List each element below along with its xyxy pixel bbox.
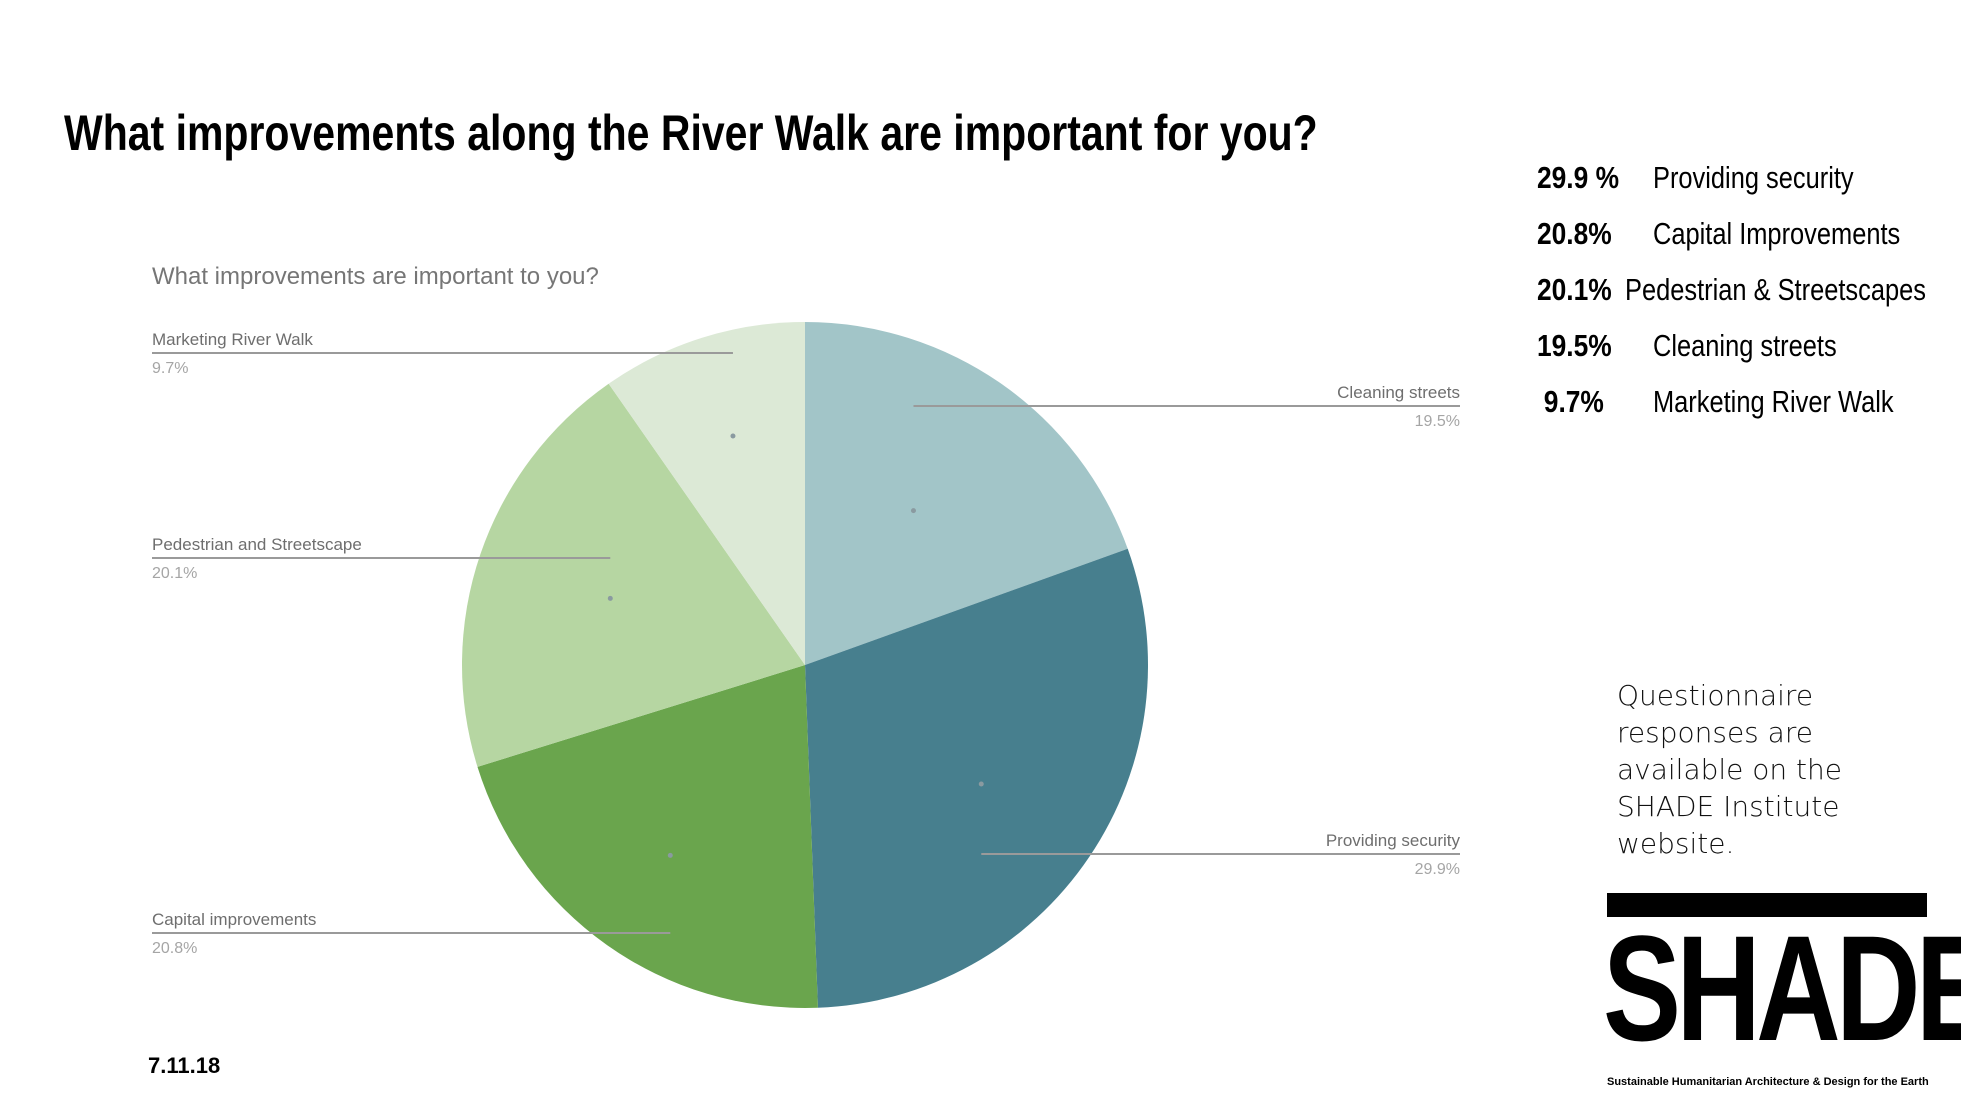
summary-label: Pedestrian & Streetscapes xyxy=(1624,272,1926,307)
summary-percent: 20.1% xyxy=(1537,272,1612,307)
summary-label: Marketing River Walk xyxy=(1653,384,1894,419)
summary-percent: 20.8% xyxy=(1537,216,1612,251)
summary-label: Capital Improvements xyxy=(1653,216,1901,251)
slice-percent-label: 29.9% xyxy=(1415,861,1460,878)
summary-row: 19.5% Cleaning streets xyxy=(1537,318,1957,374)
slice-label: Providing security xyxy=(1326,831,1461,850)
pie-slice-capital-improvements xyxy=(477,665,818,1009)
summary-label: Providing security xyxy=(1653,160,1854,195)
slide-date: 7.11.18 xyxy=(148,1053,221,1078)
logo-tagline: Sustainable Humanitarian Architecture & … xyxy=(1607,1076,1929,1088)
logo-wordmark: SHADE xyxy=(1603,904,1961,1072)
pie-slice-pedestrian-and-streetscape xyxy=(461,383,805,767)
summary-row: 20.1% Pedestrian & Streetscapes xyxy=(1537,262,1957,318)
summary-row: 9.7% Marketing River Walk xyxy=(1537,374,1957,430)
leader-dot xyxy=(978,781,984,787)
questionnaire-note: Questionnaire responses are available on… xyxy=(1617,679,1843,860)
summary-percent: 9.7% xyxy=(1543,384,1604,419)
summary-percent: 19.5% xyxy=(1537,328,1612,363)
chart-title: What improvements are important to you? xyxy=(152,263,599,290)
slice-label: Cleaning streets xyxy=(1337,383,1460,402)
slice-label: Marketing River Walk xyxy=(152,330,313,349)
slice-label: Capital improvements xyxy=(152,910,316,929)
leader-dot xyxy=(607,595,613,601)
slice-percent-label: 20.1% xyxy=(152,565,197,582)
summary-label: Cleaning streets xyxy=(1653,328,1837,363)
pie-slice-providing-security xyxy=(805,548,1149,1008)
slice-label: Pedestrian and Streetscape xyxy=(152,535,362,554)
summary-percent: 29.9 % xyxy=(1537,160,1620,195)
leader-dot xyxy=(910,508,916,514)
percent-summary: 29.9 % Providing security 20.8% Capital … xyxy=(1537,150,1957,430)
leader-dot xyxy=(730,433,736,439)
slice-percent-label: 9.7% xyxy=(152,360,188,377)
slice-percent-label: 20.8% xyxy=(152,940,197,957)
slice-percent-label: 19.5% xyxy=(1415,413,1460,430)
pie-slice-cleaning-streets xyxy=(805,322,1128,665)
summary-row: 29.9 % Providing security xyxy=(1537,150,1957,206)
pie-slice-marketing-river-walk xyxy=(608,322,805,665)
summary-row: 20.8% Capital Improvements xyxy=(1537,206,1957,262)
logo-bar xyxy=(1607,893,1927,917)
leader-dot xyxy=(667,852,673,858)
slide-title: What improvements along the River Walk a… xyxy=(64,105,1318,161)
shade-logo: SHADE Sustainable Humanitarian Architect… xyxy=(1603,893,1961,1093)
